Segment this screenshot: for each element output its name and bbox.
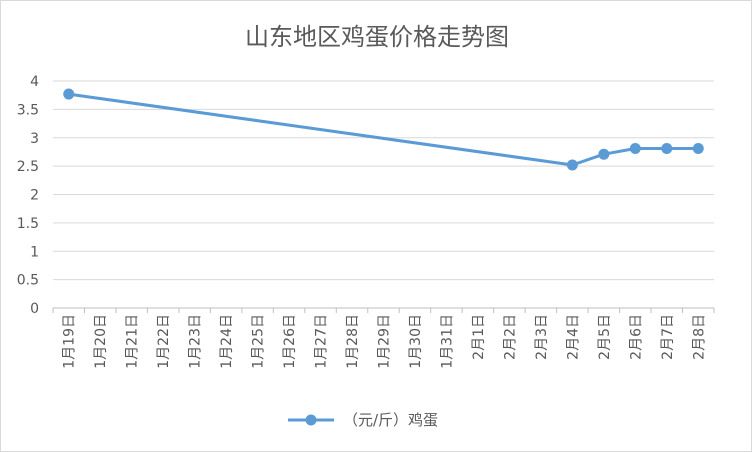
y-tick-label: 0 <box>30 301 39 317</box>
x-tick-label: 1月23日 <box>188 314 204 369</box>
x-tick-label: 1月20日 <box>93 314 109 369</box>
x-axis: 1月19日 1月20日 1月21日 1月22日 1月23日 1月24日 1月25日 1月26日… <box>52 307 715 369</box>
data-point <box>692 143 704 155</box>
x-tick-label: 2月2日 <box>502 314 518 360</box>
legend-label: （元/斤）鸡蛋 <box>343 411 438 429</box>
data-point <box>598 148 610 160</box>
x-tick-label: 2月1日 <box>471 314 487 360</box>
x-tick-label: 2月7日 <box>660 314 676 360</box>
y-tick-label: 2 <box>30 188 39 204</box>
x-tick-label: 2月8日 <box>691 314 707 360</box>
x-tick-label: 2月5日 <box>597 314 613 360</box>
chart-title: 山东地区鸡蛋价格走势图 <box>245 23 509 51</box>
y-tick-label: 3.5 <box>17 102 39 118</box>
x-tick-label: 2月6日 <box>628 314 644 360</box>
y-tick-label: 2.5 <box>17 159 39 175</box>
legend-marker <box>305 414 317 426</box>
grid-lines <box>53 80 714 281</box>
x-tick-label: 2月3日 <box>534 314 550 360</box>
legend: （元/斤）鸡蛋 <box>288 411 438 429</box>
x-tick-label: 1月29日 <box>377 314 393 369</box>
x-tick-label: 1月30日 <box>408 314 424 369</box>
x-tick-label: 1月24日 <box>219 314 235 369</box>
x-tick-label: 1月21日 <box>125 314 141 369</box>
x-tick-label: 1月19日 <box>62 314 78 369</box>
data-point <box>566 159 578 171</box>
data-point <box>661 143 673 155</box>
y-tick-label: 4 <box>30 74 39 90</box>
x-tick-label: 1月26日 <box>282 314 298 369</box>
series-layer <box>63 88 704 171</box>
x-tick-label: 2月4日 <box>565 314 581 360</box>
data-point <box>629 143 641 155</box>
data-point <box>63 88 75 100</box>
y-tick-label: 1.5 <box>17 216 39 232</box>
y-tick-label: 1 <box>30 244 39 260</box>
x-tick-label: 1月22日 <box>156 314 172 369</box>
x-tick-label: 1月25日 <box>251 314 267 369</box>
y-tick-label: 0.5 <box>17 273 39 289</box>
x-tick-label: 1月28日 <box>345 314 361 369</box>
x-tick-label: 1月27日 <box>314 314 330 369</box>
x-tick-label: 1月31日 <box>439 314 455 369</box>
y-tick-label: 3 <box>30 131 39 147</box>
y-axis-ticks: 0 0.5 1 1.5 2 2.5 3 3.5 4 <box>17 74 39 317</box>
